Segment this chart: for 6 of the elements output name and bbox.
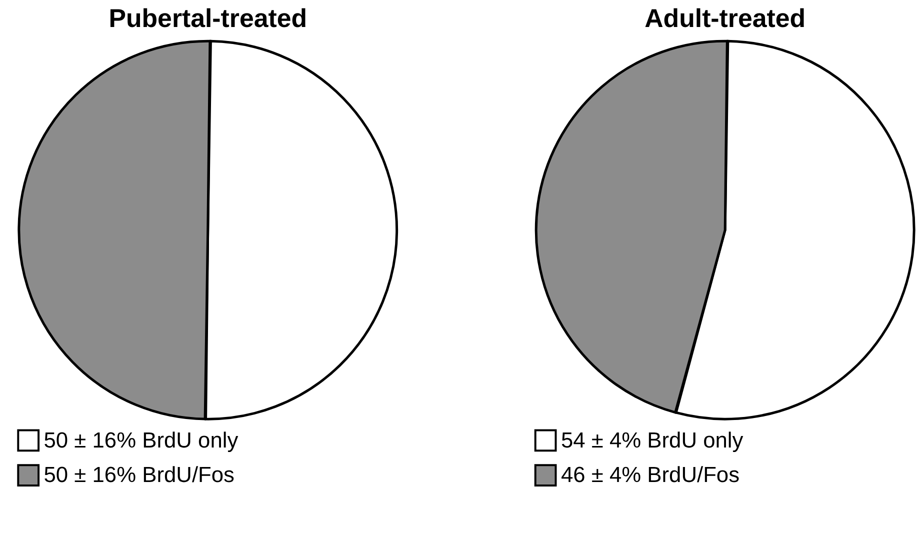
legend-label: 46 ± 4% BrdU/Fos — [560, 462, 740, 488]
legend-label: 50 ± 16% BrdU/Fos — [44, 462, 235, 488]
legend-label: 50 ± 16% BrdU only — [44, 427, 238, 452]
chart-title: Adult-treated — [644, 5, 806, 34]
chart-title: Pubertal-treated — [108, 5, 308, 34]
legend-label: 54 ± 4% BrdU only — [560, 427, 744, 452]
